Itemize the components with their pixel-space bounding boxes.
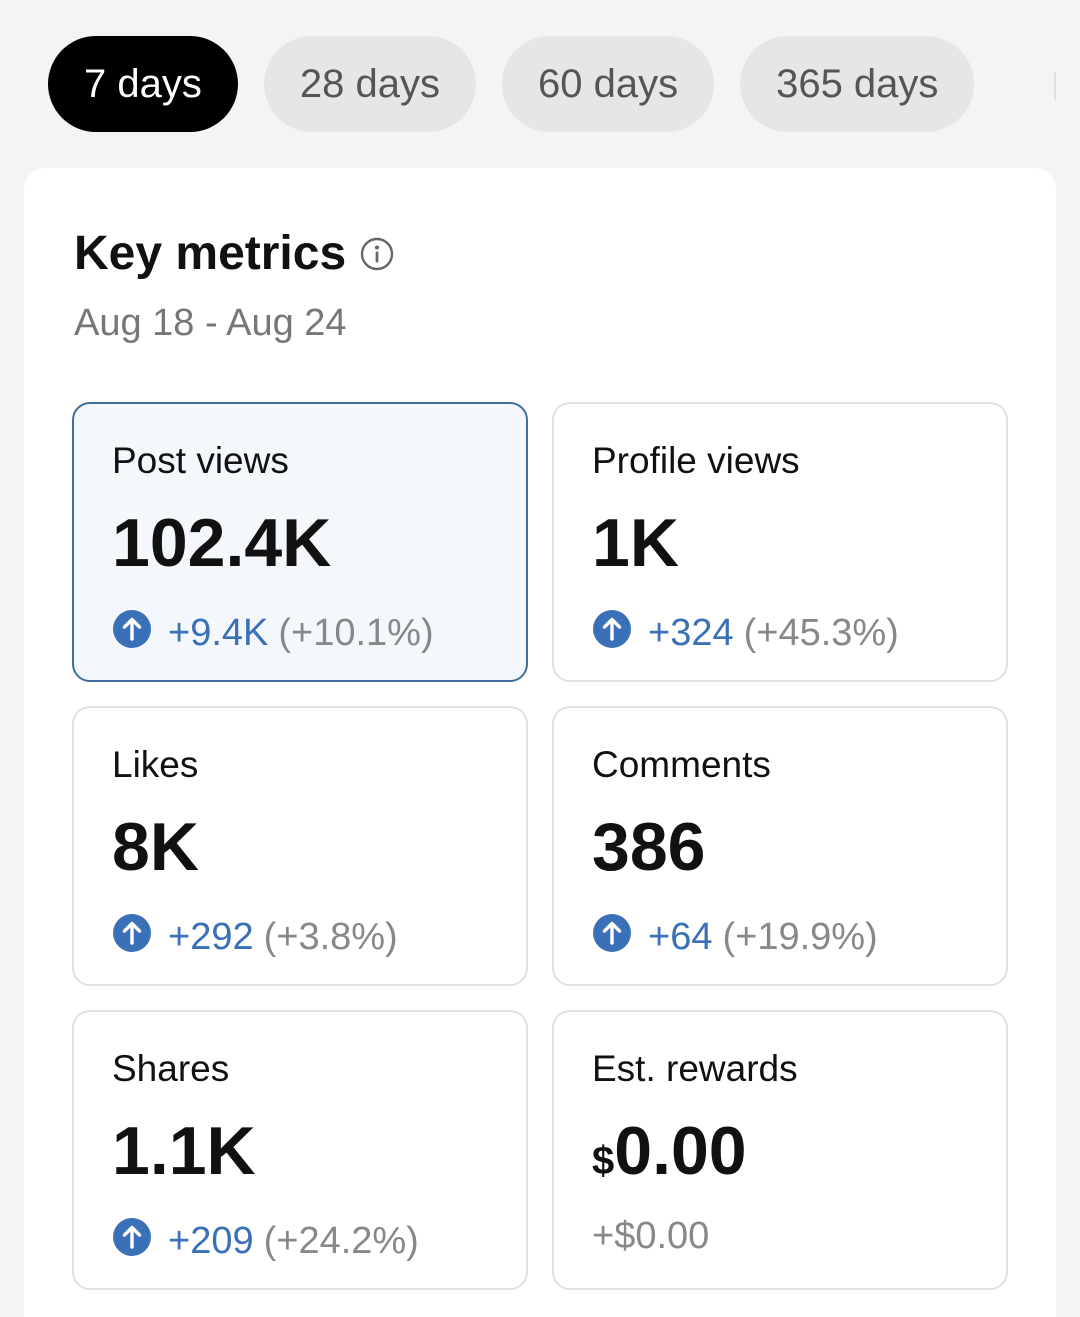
metric-card-profile-views[interactable]: Profile views 1K +324 (+45.3%) <box>552 402 1008 682</box>
metric-delta: +324 <box>648 611 734 654</box>
metric-card-comments[interactable]: Comments 386 +64 (+19.9%) <box>552 706 1008 986</box>
metric-card-post-views[interactable]: Post views 102.4K +9.4K (+10.1%) <box>72 402 528 682</box>
metric-delta: +209 <box>168 1219 254 1262</box>
key-metrics-title: Key metrics <box>74 227 347 280</box>
metric-change: +64 (+19.9%) <box>592 913 968 960</box>
metric-label: Shares <box>112 1048 230 1089</box>
metric-delta: +64 <box>648 915 713 958</box>
metric-label: Post views <box>112 440 289 481</box>
arrow-up-circle-icon <box>592 913 648 960</box>
metric-label: Est. rewards <box>592 1048 798 1089</box>
range-60-days-pill[interactable]: 60 days <box>501 36 715 132</box>
metric-amount: 0.00 <box>614 1113 747 1189</box>
metric-change: +209 (+24.2%) <box>112 1217 488 1264</box>
metric-percent: (+45.3%) <box>743 611 899 654</box>
metric-change: +9.4K (+10.1%) <box>112 609 488 656</box>
metric-value: 102.4K <box>112 505 332 581</box>
arrow-up-circle-icon <box>112 913 168 960</box>
arrow-up-circle-icon <box>112 1217 168 1264</box>
metrics-grid: Post views 102.4K +9.4K (+10.1%) Profile… <box>72 402 1008 1290</box>
metric-card-likes[interactable]: Likes 8K +292 (+3.8%) <box>72 706 528 986</box>
arrow-up-circle-icon <box>592 609 648 656</box>
date-range-label: Aug 18 - Aug 24 <box>74 302 347 344</box>
next-pill-edge <box>1054 72 1056 100</box>
metric-delta: +292 <box>168 915 254 958</box>
key-metrics-header: Key metrics <box>74 230 394 278</box>
metric-value: 8K <box>112 809 199 885</box>
metric-label: Likes <box>112 744 199 785</box>
currency-symbol: $ <box>592 1139 615 1183</box>
metric-percent: (+10.1%) <box>278 611 434 654</box>
date-range-selector: 7 days 28 days 60 days 365 days <box>48 36 975 132</box>
metric-card-est-rewards[interactable]: Est. rewards $0.00 +$0.00 <box>552 1010 1008 1290</box>
metric-delta: +9.4K <box>168 611 269 654</box>
metric-percent: (+24.2%) <box>263 1219 419 1262</box>
arrow-up-circle-icon <box>112 609 168 656</box>
metric-label: Profile views <box>592 440 800 481</box>
metric-card-shares[interactable]: Shares 1.1K +209 (+24.2%) <box>72 1010 528 1290</box>
range-7-days-pill[interactable]: 7 days <box>48 36 238 132</box>
metric-percent: (+19.9%) <box>722 915 878 958</box>
metric-value: 1.1K <box>112 1113 256 1189</box>
range-28-days-pill[interactable]: 28 days <box>263 36 476 132</box>
metric-value: 386 <box>592 809 706 885</box>
metric-percent: (+3.8%) <box>263 915 398 958</box>
metric-value: 1K <box>592 505 679 581</box>
metric-change: +292 (+3.8%) <box>112 913 488 960</box>
metric-value: $0.00 <box>592 1117 968 1185</box>
metric-delta: +$0.00 <box>592 1215 710 1257</box>
metric-change: +$0.00 <box>592 1217 968 1255</box>
metric-change: +324 (+45.3%) <box>592 609 968 656</box>
info-icon[interactable] <box>360 237 394 271</box>
range-365-days-pill[interactable]: 365 days <box>740 36 975 132</box>
metric-label: Comments <box>592 744 771 785</box>
